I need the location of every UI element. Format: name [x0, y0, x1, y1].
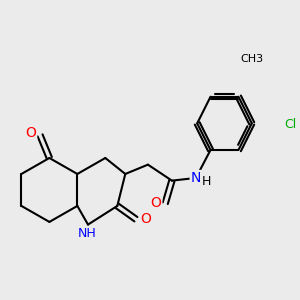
Text: NH: NH: [77, 227, 96, 240]
Text: O: O: [151, 196, 161, 210]
Text: O: O: [25, 126, 36, 140]
Text: H: H: [201, 175, 211, 188]
Text: CH3: CH3: [240, 54, 263, 64]
Text: Cl: Cl: [284, 118, 296, 131]
Text: N: N: [191, 171, 201, 185]
Text: O: O: [140, 212, 151, 226]
